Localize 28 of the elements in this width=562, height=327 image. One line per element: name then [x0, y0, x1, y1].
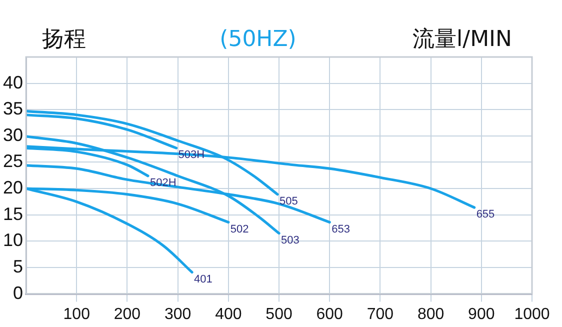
y-tick-label: 15 [2, 204, 24, 224]
x-tick-label: 300 [164, 306, 192, 323]
x-tick-label: 500 [266, 306, 292, 323]
y-tick-label: 30 [2, 124, 24, 145]
x-tick-label: 600 [316, 306, 344, 323]
chart-title: (50HZ) [220, 27, 296, 52]
y-tick-label: 10 [2, 230, 24, 250]
y-tick-label: 25 [2, 151, 24, 172]
x-tick-label: 1000 [514, 306, 550, 323]
series-label: 503 [281, 234, 300, 246]
x-axis-title: 流量l/MIN [412, 27, 512, 52]
y-tick-label: 5 [13, 256, 24, 276]
x-tick-label: 200 [114, 306, 141, 323]
series-label: 505 [279, 195, 298, 208]
y-tick-label: 40 [2, 72, 24, 92]
series-label: 401 [194, 273, 212, 286]
x-tick-label: 900 [468, 306, 495, 323]
x-tick-label: 400 [215, 306, 242, 323]
x-tick-label: 700 [366, 306, 394, 323]
series-label: 653 [332, 223, 350, 236]
x-tick-label: 100 [63, 306, 90, 323]
y-axis-title: 扬程 [42, 27, 86, 52]
y-tick-label: 0 [13, 282, 24, 303]
y-tick-label: 35 [2, 98, 24, 119]
series-label: 502 [230, 223, 249, 236]
x-tick-label: 800 [417, 306, 444, 323]
series-label: 655 [476, 208, 495, 221]
y-tick-label: 20 [2, 178, 24, 198]
